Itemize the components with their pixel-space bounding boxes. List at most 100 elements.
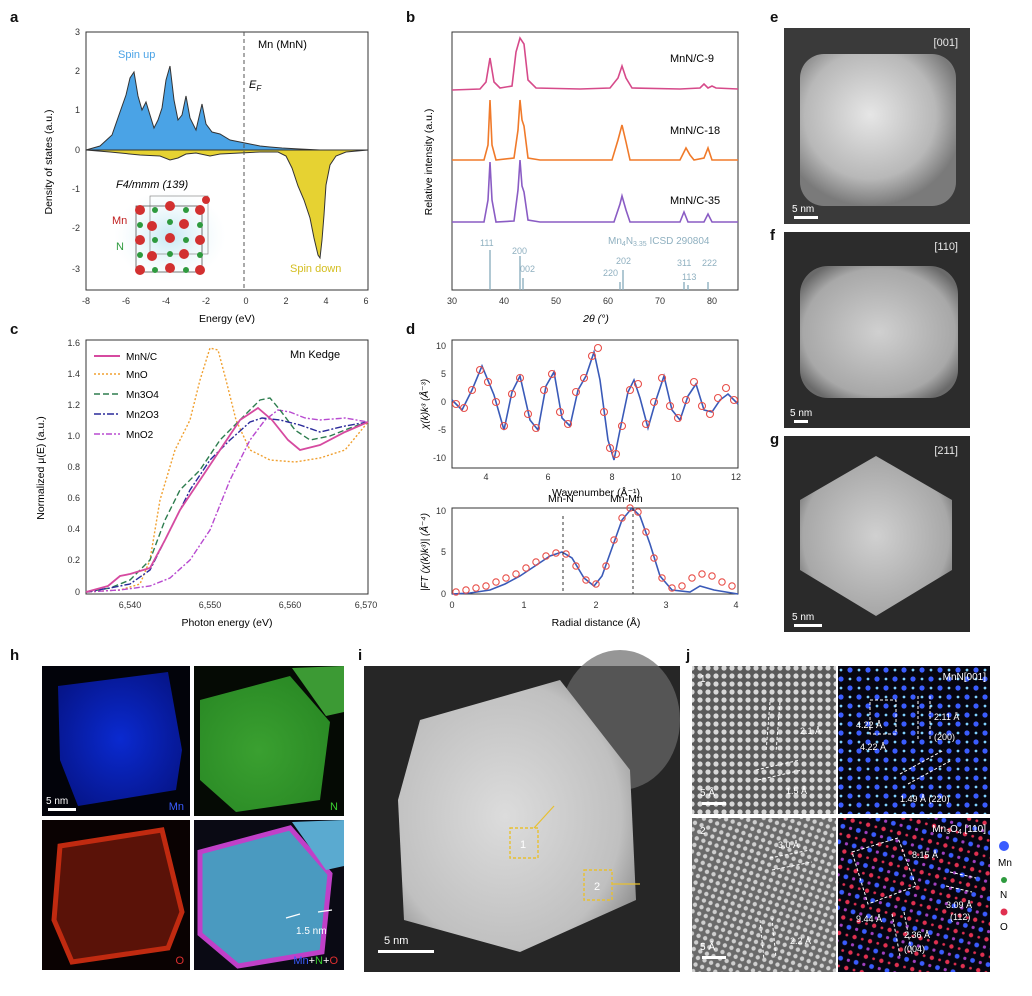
sim-mn3o4-d2: 9.44 Å — [856, 914, 882, 924]
svg-text:6: 6 — [363, 296, 368, 306]
svg-text:0.2: 0.2 — [67, 555, 80, 565]
svg-text:6,560: 6,560 — [279, 600, 302, 610]
xanes-mno2 — [85, 409, 369, 593]
hrtem-1 — [692, 666, 836, 814]
haadf-box-2 — [583, 869, 613, 901]
svg-text:0: 0 — [243, 296, 248, 306]
mn-label: Mn — [112, 215, 127, 227]
svg-text:0.4: 0.4 — [67, 524, 80, 534]
panel-d-bot-frame — [451, 507, 739, 595]
xanes-mn3o4 — [85, 397, 369, 593]
svg-text:222: 222 — [702, 258, 717, 268]
panel-letter-d: d — [406, 321, 415, 338]
map-mn-label: Mn — [169, 801, 184, 813]
exafs-k-exp-points — [451, 343, 739, 459]
svg-text:220: 220 — [603, 268, 618, 278]
panel-letters: a b c d e f g h i j — [10, 9, 779, 664]
panel-letter-i: i — [358, 647, 362, 664]
sim-mn3o4-d4h: (004) — [904, 944, 925, 954]
panel-a-frame — [85, 31, 369, 291]
panel-c-xlabel: Photon energy (eV) — [181, 617, 272, 629]
panel-d-top-yticks: 10 5 0 -5 -10 — [433, 341, 446, 463]
panel-c-yticks: 1.6 1.4 1.2 1.0 0.8 0.6 0.4 0.2 0 — [67, 338, 80, 597]
panel-b-xticks: 30 40 50 60 70 80 — [447, 296, 717, 306]
map-n-label: N — [330, 801, 338, 813]
svg-text:200: 200 — [512, 246, 527, 256]
svg-text:113: 113 — [682, 272, 696, 282]
xanes-legend: MnN/C MnO Mn3O4 Mn2O3 MnO2 — [94, 352, 159, 441]
xrd-mnn-c35 — [452, 159, 738, 223]
svg-text:6,540: 6,540 — [119, 600, 142, 610]
svg-text:1.0: 1.0 — [67, 431, 80, 441]
tem-e-scalebar — [794, 216, 818, 219]
svg-text:0.6: 0.6 — [67, 493, 80, 503]
xrd-mnn-c18 — [452, 99, 738, 161]
panel-e: [001] 5 nm — [784, 28, 970, 224]
hrtem-1-d1: 2.1 Å — [800, 726, 821, 736]
svg-text:-6: -6 — [122, 296, 130, 306]
exafs-k-fit — [451, 348, 739, 461]
tem-e-scale-text: 5 nm — [792, 204, 814, 215]
atom-legend-o: O — [1000, 922, 1008, 933]
map-mn-particle — [58, 672, 182, 806]
svg-text:6: 6 — [545, 472, 550, 482]
hrtem-2-d2: 2.2 Å — [790, 936, 811, 946]
panel-i: 1 2 5 nm — [364, 650, 680, 972]
xrd-label-c9: MnN/C-9 — [670, 53, 714, 65]
sim-mnn — [838, 666, 990, 814]
panel-letter-c: c — [10, 321, 18, 338]
tem-g-zone: [211] — [934, 445, 958, 457]
svg-text:0: 0 — [75, 145, 80, 155]
svg-text:-4: -4 — [162, 296, 170, 306]
panel-a-xlabel: Energy (eV) — [199, 313, 255, 325]
sim-mnn-title: MnN[001] — [943, 672, 987, 683]
haadf-scale-text: 5 nm — [384, 935, 408, 947]
svg-text:8: 8 — [609, 472, 614, 482]
sim-mnn-d1h: (200) — [934, 732, 955, 742]
panel-letter-h: h — [10, 647, 19, 664]
sim-mnn-d1: 2.11 Å — [934, 712, 959, 722]
ef-label: EF — [249, 79, 262, 93]
xanes-mn2o3 — [85, 417, 369, 593]
atom-legend-mn: Mn — [998, 858, 1012, 869]
hrtem-1-scalebar — [702, 802, 726, 805]
panel-letter-f: f — [770, 227, 776, 244]
svg-text:-10: -10 — [433, 453, 446, 463]
panel-a: Mn (MnN) Spin up Spin down EF F4/mmm (13… — [43, 27, 369, 325]
map-o-particle — [51, 827, 185, 965]
panel-c-frame — [85, 339, 369, 595]
shell-arrow-left — [285, 913, 301, 919]
svg-text:202: 202 — [616, 256, 631, 266]
mn-mn-label: Mn-Mn — [610, 493, 643, 505]
svg-text:2: 2 — [75, 66, 80, 76]
sim-mn3o4-d1: 8.15 Å — [912, 850, 938, 860]
sim-mn3o4-title: Mn3O4 [110] — [932, 824, 986, 836]
legend-mno: MnO — [126, 370, 148, 381]
svg-text:2: 2 — [283, 296, 288, 306]
shell-thickness: 1.5 nm — [296, 926, 327, 937]
svg-text:80: 80 — [707, 296, 717, 306]
tem-e-zone: [001] — [934, 37, 958, 49]
svg-text:-1: -1 — [72, 184, 80, 194]
panel-h: 5 nm Mn N O 1.5 nm Mn+N+O — [42, 666, 344, 970]
xrd-mnn-c9 — [451, 36, 739, 91]
tem-g-scale-text: 5 nm — [792, 612, 814, 623]
svg-text:0: 0 — [441, 397, 446, 407]
exafs-r-fit — [451, 506, 739, 595]
svg-text:1: 1 — [75, 105, 80, 115]
crystal-structure-inset — [114, 190, 226, 282]
panel-d-top-xlabel: Wavenumber (Å⁻¹) — [552, 486, 640, 499]
panel-b: MnN/C-9 MnN/C-18 MnN/C-35 111 200 002 22… — [423, 31, 739, 325]
legend-mnn-c: MnN/C — [126, 352, 157, 363]
sim-mn3o4 — [838, 818, 990, 972]
panel-d-bot-ylabel: |FT (χ(k)k³)| (Å⁻⁴) — [418, 513, 431, 591]
haadf-box-1-label: 1 — [520, 839, 526, 851]
atom-legend-n: N — [1000, 890, 1007, 901]
svg-text:0.8: 0.8 — [67, 462, 80, 472]
svg-text:4: 4 — [323, 296, 328, 306]
map-mn-scale-text: 5 nm — [46, 796, 68, 807]
n-atoms — [137, 207, 203, 273]
svg-text:111: 111 — [480, 238, 494, 248]
haadf-particle — [398, 680, 636, 952]
